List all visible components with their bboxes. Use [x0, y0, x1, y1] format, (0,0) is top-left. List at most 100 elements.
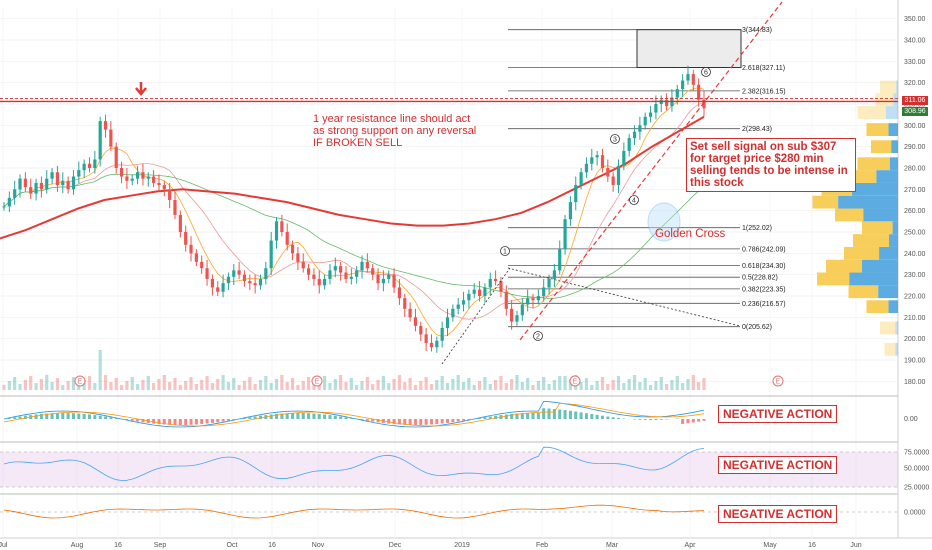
macd-histogram-bar	[66, 413, 70, 419]
y-tick-label: 220.00	[904, 294, 926, 301]
macd-histogram-bar	[654, 419, 658, 420]
candle-body	[429, 342, 434, 348]
earnings-marker	[74, 375, 86, 387]
volume-bar	[381, 376, 385, 390]
macd-histogram-bar	[494, 415, 498, 419]
macd-histogram-bar	[600, 415, 604, 419]
candle-body	[681, 80, 685, 90]
candle-body	[542, 287, 546, 296]
prev-price-tag: 308.96	[902, 107, 928, 116]
macd-histogram-bar	[595, 414, 599, 419]
candle-body	[168, 189, 172, 200]
x-tick-label: 16	[114, 542, 122, 549]
macd-histogram-bar	[515, 413, 519, 419]
ma-200-line	[0, 115, 705, 240]
candle-body	[349, 276, 353, 279]
wave-label-circle	[701, 67, 711, 77]
macd-histogram-bar	[681, 419, 685, 424]
volume-bar	[520, 382, 524, 390]
candle-body	[55, 172, 60, 186]
macd-tick-label: 0.00	[904, 416, 918, 423]
last-price-tag: 311.06	[902, 96, 928, 105]
volume-bar	[157, 379, 161, 390]
candle-body	[45, 178, 49, 190]
macd-histogram-bar	[349, 418, 353, 419]
volume-bar	[622, 383, 626, 390]
macd-histogram-bar	[510, 413, 514, 419]
wave-label: 4	[632, 198, 636, 205]
volume-bar	[494, 380, 498, 390]
macd-histogram-bar	[542, 408, 546, 419]
macd-histogram-bar	[141, 419, 145, 423]
candle-body	[61, 180, 65, 186]
candle-body	[135, 172, 140, 179]
macd-histogram-bar	[61, 413, 65, 419]
y-tick-label: 250.00	[904, 230, 926, 237]
volume-profile-bar	[892, 221, 898, 235]
candle-body	[558, 249, 562, 271]
volume-bar	[424, 377, 428, 390]
macd-histogram-bar	[253, 416, 257, 419]
candle-body	[50, 172, 54, 179]
x-tick-label: 2019	[454, 542, 470, 549]
macd-histogram-bar	[446, 419, 450, 423]
volume-bar	[477, 381, 482, 390]
volume-bar	[376, 380, 380, 390]
macd-histogram-bar	[483, 417, 487, 419]
candle-body	[119, 168, 124, 177]
candle-body	[579, 172, 583, 186]
fib-level-label: 0(205.62)	[742, 324, 772, 331]
macd-histogram-bar	[104, 416, 108, 419]
x-tick-label: Mar	[606, 542, 619, 549]
candle-body	[397, 287, 402, 299]
macd-histogram-bar	[296, 413, 300, 419]
macd-histogram-bar	[312, 413, 316, 419]
volume-bar	[23, 380, 27, 390]
macd-histogram-bar	[136, 419, 140, 422]
volume-bar	[280, 375, 284, 390]
volume-bar	[253, 384, 257, 390]
volume-bar	[451, 379, 455, 390]
macd-histogram-bar	[242, 418, 246, 419]
rsi-line	[3, 446, 705, 481]
volume-profile-bar	[857, 157, 890, 171]
candle-body	[456, 304, 460, 309]
candle-body	[141, 172, 145, 179]
volume-bar	[210, 383, 214, 390]
earnings-marker-label: E	[315, 379, 320, 386]
candle-body	[467, 293, 471, 301]
volume-bar	[686, 379, 690, 390]
volume-profile	[812, 80, 898, 356]
macd-histogram-bar	[462, 419, 466, 421]
volume-bar	[467, 378, 471, 390]
candle-body	[103, 121, 108, 130]
candle-body	[371, 268, 375, 275]
x-tick-label: Nov	[312, 542, 325, 549]
wave-label: 2	[536, 334, 540, 341]
x-tick-label: Oct	[227, 542, 238, 549]
candle-body	[531, 298, 535, 301]
macd-histogram-bar	[184, 419, 188, 425]
fibonacci-levels: 0(205.62) 0.236(216.57) 0.382(223.35) 0.5(2…	[508, 27, 786, 331]
candle-body	[654, 104, 658, 113]
volume-profile-bar	[852, 182, 898, 196]
y-tick-label: 310.00	[904, 102, 926, 109]
macd-histogram-bar	[82, 413, 86, 419]
macd-histogram-bar	[77, 413, 81, 419]
volume-bar	[445, 383, 450, 390]
macd-histogram-bar	[194, 419, 198, 425]
candle-body	[675, 89, 679, 98]
volume-bar	[135, 384, 140, 390]
volume-profile-bar	[884, 342, 896, 356]
candle-body	[547, 278, 551, 288]
candle-body	[296, 253, 300, 262]
candle-body	[98, 121, 102, 160]
earnings-marker	[311, 375, 323, 387]
earnings-marker-label: E	[573, 379, 578, 386]
volume-bar	[365, 377, 369, 390]
candle-body	[381, 278, 385, 284]
volume-bar	[205, 376, 209, 390]
macd-histogram-bar	[649, 419, 653, 420]
macd-histogram-bar	[478, 418, 482, 419]
